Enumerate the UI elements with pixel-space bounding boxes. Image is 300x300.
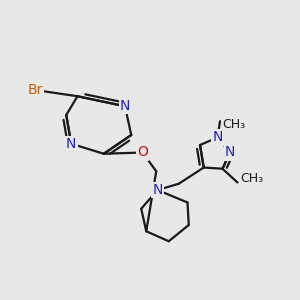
- Text: N: N: [120, 99, 130, 113]
- Text: CH₃: CH₃: [240, 172, 263, 185]
- Text: O: O: [137, 146, 148, 160]
- Text: N: N: [212, 130, 223, 145]
- Text: N: N: [225, 146, 235, 160]
- Text: Br: Br: [27, 83, 43, 97]
- Text: N: N: [152, 183, 163, 197]
- Text: CH₃: CH₃: [223, 118, 246, 131]
- Text: N: N: [66, 137, 76, 151]
